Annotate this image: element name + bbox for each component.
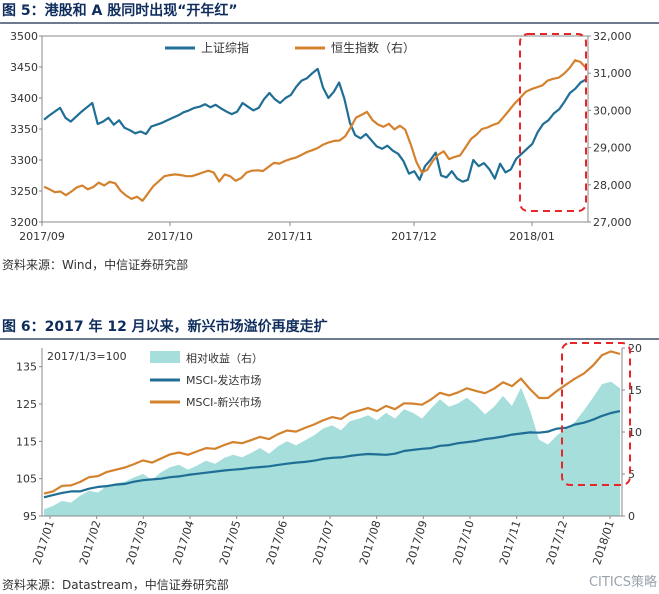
c1-ytick-left-label: 3250 (10, 185, 38, 198)
figure5-source: 资料来源：Wind，中信证券研究部 (2, 258, 189, 272)
c2-ytick-left-label: 135 (16, 361, 37, 374)
c1-series-line-0 (43, 67, 587, 183)
c1-highlight-box (519, 33, 587, 212)
c1-ytick-left-label: 3200 (10, 216, 38, 229)
c1-series (43, 59, 587, 202)
c2-xtick-label: 2017/02 (77, 519, 103, 566)
c2-series-line-1 (43, 410, 621, 499)
figure5-title: 图 5：港股和 A 股同时出现“开年红” (2, 3, 238, 19)
c2-xtick-label: 2017/10 (450, 519, 476, 566)
c2-ytick-left-label: 115 (16, 435, 37, 448)
c1-legend-label-0: 上证综指 (201, 40, 249, 55)
c2-area-series (44, 381, 620, 516)
c2-xtick-label: 2017/04 (170, 519, 196, 566)
c1-ytick-right-label: 28,000 (593, 179, 632, 192)
c2-xtick-label: 2018/01 (590, 519, 616, 566)
c2-xtick-label: 2017/05 (217, 519, 243, 566)
c1-ytick-left-label: 3500 (10, 30, 38, 43)
c2-ytick-left-label: 105 (16, 473, 37, 486)
c2-subtitle: 2017/1/3=100 (47, 350, 127, 363)
c1-xtick-label: 2018/01 (509, 230, 555, 243)
c1-ytick-left-label: 3350 (10, 123, 38, 136)
c1-ytick-right-label: 27,000 (593, 216, 632, 229)
c1-ytick-right-label: 30,000 (593, 104, 632, 117)
c1-legend: 上证综指 恒生指数（右） (165, 40, 415, 55)
c1-xtick-label: 2017/11 (267, 230, 313, 243)
c2-ytick-right-label: 15 (628, 384, 642, 397)
c1-ytick-left-label: 3400 (10, 92, 38, 105)
c2-ytick-right-label: 10 (628, 426, 642, 439)
c2-xtick-label: 2017/11 (497, 519, 523, 566)
c2-ytick-right-label: 20 (628, 342, 642, 355)
c2-legend-swatch-0 (150, 351, 180, 363)
figure5-title-rule (0, 22, 659, 24)
c2-xtick-label: 2017/12 (544, 519, 570, 566)
c2-xtick-label: 2017/06 (264, 519, 290, 566)
watermark: CITICS策略 (588, 575, 657, 590)
c2-xtick-label: 2017/07 (310, 519, 336, 566)
c2-annotation (561, 342, 631, 486)
figure5-chart: 3200 3250 3300 3350 3400 3450 3500 27,000 28,000… (10, 30, 632, 243)
c2-ytick-right-label: 5 (628, 468, 635, 481)
c1-ytick-right-label: 29,000 (593, 142, 632, 155)
c2-xtick-label: 2017/03 (124, 519, 150, 566)
c2-highlight-box (561, 342, 631, 486)
c1-legend-label-1: 恒生指数（右） (331, 40, 415, 55)
figure6-title: 图 6：2017 年 12 月以来，新兴市场溢价再度走扩 (2, 319, 328, 335)
figure6-chart: 95 105 115 125 135 0 5 10 15 20 2017/01 2017/02 2017… (16, 342, 642, 566)
c2-legend-label-1: MSCI-发达市场 (186, 373, 261, 387)
c1-ytick-right-label: 31,000 (593, 67, 632, 80)
c1-xtick-label: 2017/10 (147, 230, 193, 243)
c2-ytick-left-label: 95 (23, 510, 37, 523)
c1-annotation (519, 33, 587, 212)
c1-series-line-1 (43, 59, 587, 202)
c1-axes: 3200 3250 3300 3350 3400 3450 3500 27,000 28,000… (10, 30, 632, 243)
c2-ytick-right-label: 0 (628, 510, 635, 523)
c2-xtick-label: 2017/01 (30, 519, 56, 566)
c2-legend-label-0: 相对收益（右） (186, 351, 263, 365)
figure6-title-rule (0, 338, 659, 340)
c2-series-line-2 (43, 350, 621, 495)
c1-xtick-label: 2017/12 (391, 230, 437, 243)
c2-series (43, 350, 621, 499)
c2-ytick-left-label: 125 (16, 398, 37, 411)
c2-legend: 2017/1/3=100 相对收益（右） MSCI-发达市场 MSCI-新兴市场 (47, 350, 263, 409)
figure6-source: 资料来源：Datastream，中信证券研究部 (2, 578, 229, 592)
c1-xtick-label: 2017/09 (19, 230, 65, 243)
c1-ytick-left-label: 3450 (10, 61, 38, 74)
c2-legend-label-2: MSCI-新兴市场 (186, 395, 261, 409)
c1-ytick-left-label: 3300 (10, 154, 38, 167)
c2-area-fill (44, 381, 620, 516)
c2-xtick-label: 2017/08 (357, 519, 383, 566)
c1-ytick-right-label: 32,000 (593, 30, 632, 43)
c2-xtick-label: 2017/09 (404, 519, 430, 566)
